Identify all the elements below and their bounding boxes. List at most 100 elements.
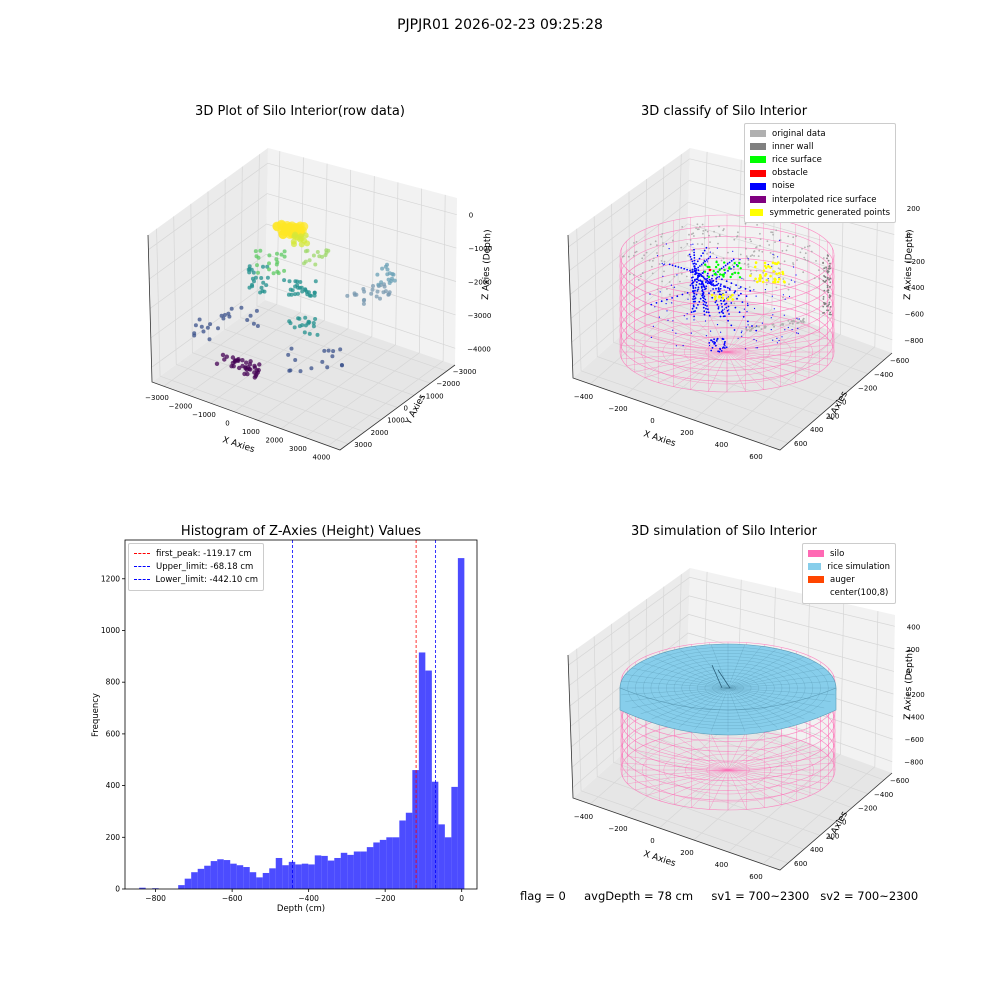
original-point (739, 253, 742, 256)
y-tick-label: 1000 (101, 626, 120, 635)
original-point (737, 231, 739, 234)
noise-point (693, 300, 696, 303)
original-point (727, 251, 729, 254)
x-tick-label: 3000 (289, 445, 307, 453)
noise-point (705, 301, 708, 304)
data-point (257, 362, 262, 367)
data-point (256, 255, 261, 260)
rice-point (707, 275, 711, 279)
noise-point (704, 320, 707, 322)
wall-point (823, 275, 826, 278)
noise-point (700, 287, 703, 289)
noise-point (654, 306, 656, 308)
wall-point (829, 267, 832, 270)
original-point (673, 275, 676, 278)
histogram-bar (184, 878, 192, 889)
noise-point (708, 314, 711, 317)
legend-swatch (750, 182, 766, 190)
data-point (247, 264, 252, 269)
y-tick-label: 600 (106, 729, 121, 738)
data-point (282, 249, 287, 254)
data-point (326, 348, 331, 353)
histogram-y-label: Frequency (91, 693, 101, 737)
original-point (629, 273, 631, 276)
legend-label: rice simulation (827, 561, 890, 572)
original-point (660, 235, 663, 238)
original-point (660, 260, 663, 262)
histogram-chart: −800 −600 −400 −200 0 020040060080010001200 … (91, 539, 478, 914)
legend-entry: noise (750, 180, 890, 193)
noise-point (724, 347, 726, 349)
original-point (781, 250, 784, 252)
x-tick-label: 200 (680, 849, 693, 857)
noise-point (694, 279, 696, 282)
symmetric-point (765, 278, 769, 282)
noise-point (772, 339, 774, 341)
wall-point (825, 266, 827, 269)
noise-point (702, 252, 704, 255)
data-point (361, 298, 366, 303)
original-point (703, 237, 706, 240)
original-point (808, 245, 811, 247)
rice-point (729, 275, 732, 279)
noise-point (730, 324, 733, 327)
x-tick-label: −600 (222, 894, 243, 903)
data-point (311, 253, 316, 258)
noise-point (699, 280, 702, 282)
y-tick-label: 800 (106, 678, 121, 687)
y-tick-label: −200 (858, 385, 877, 393)
noise-point (781, 336, 783, 338)
wall-point (827, 267, 830, 270)
noise-point (715, 299, 718, 302)
noise-point (704, 304, 707, 307)
legend-swatch (750, 209, 764, 217)
data-point (276, 271, 281, 276)
wall-point (829, 277, 832, 280)
data-point (282, 278, 287, 283)
legend-swatch (808, 550, 824, 558)
noise-point (692, 276, 694, 279)
wall-point (790, 320, 793, 323)
noise-point (753, 289, 755, 291)
noise-point (701, 289, 704, 291)
noise-point (744, 288, 747, 290)
legend-entry: auger (808, 573, 890, 586)
histogram-bar (405, 812, 413, 889)
wall-point (828, 303, 830, 306)
noise-point (797, 332, 799, 334)
noise-point (694, 289, 696, 292)
original-point (744, 262, 746, 265)
noise-point (761, 322, 763, 324)
histogram-bar (210, 861, 218, 889)
data-point (311, 324, 316, 329)
original-point (640, 275, 642, 278)
histogram-bar (197, 868, 205, 889)
wall-point (801, 319, 804, 322)
data-point (258, 248, 263, 253)
data-point (208, 322, 213, 327)
noise-point (692, 298, 695, 300)
data-point (290, 288, 295, 293)
noise-point (693, 319, 695, 321)
symmetric-point (781, 272, 785, 276)
original-point (782, 296, 784, 299)
data-point (302, 330, 307, 335)
z-tick-label: −600 (905, 736, 924, 744)
noise-point (698, 300, 701, 303)
noise-point (727, 262, 729, 264)
original-point (757, 255, 760, 257)
noise-point (741, 301, 744, 303)
noise-point (672, 329, 674, 331)
noise-point (701, 290, 704, 293)
original-point (764, 291, 767, 294)
legend-label: silo (830, 548, 845, 559)
histogram-bar (451, 786, 458, 889)
data-point (300, 289, 305, 294)
noise-point (702, 262, 705, 264)
noise-point (755, 325, 758, 327)
noise-point (716, 247, 718, 249)
noise-point (691, 307, 694, 310)
data-point (252, 370, 257, 375)
symmetric-point (749, 274, 752, 278)
